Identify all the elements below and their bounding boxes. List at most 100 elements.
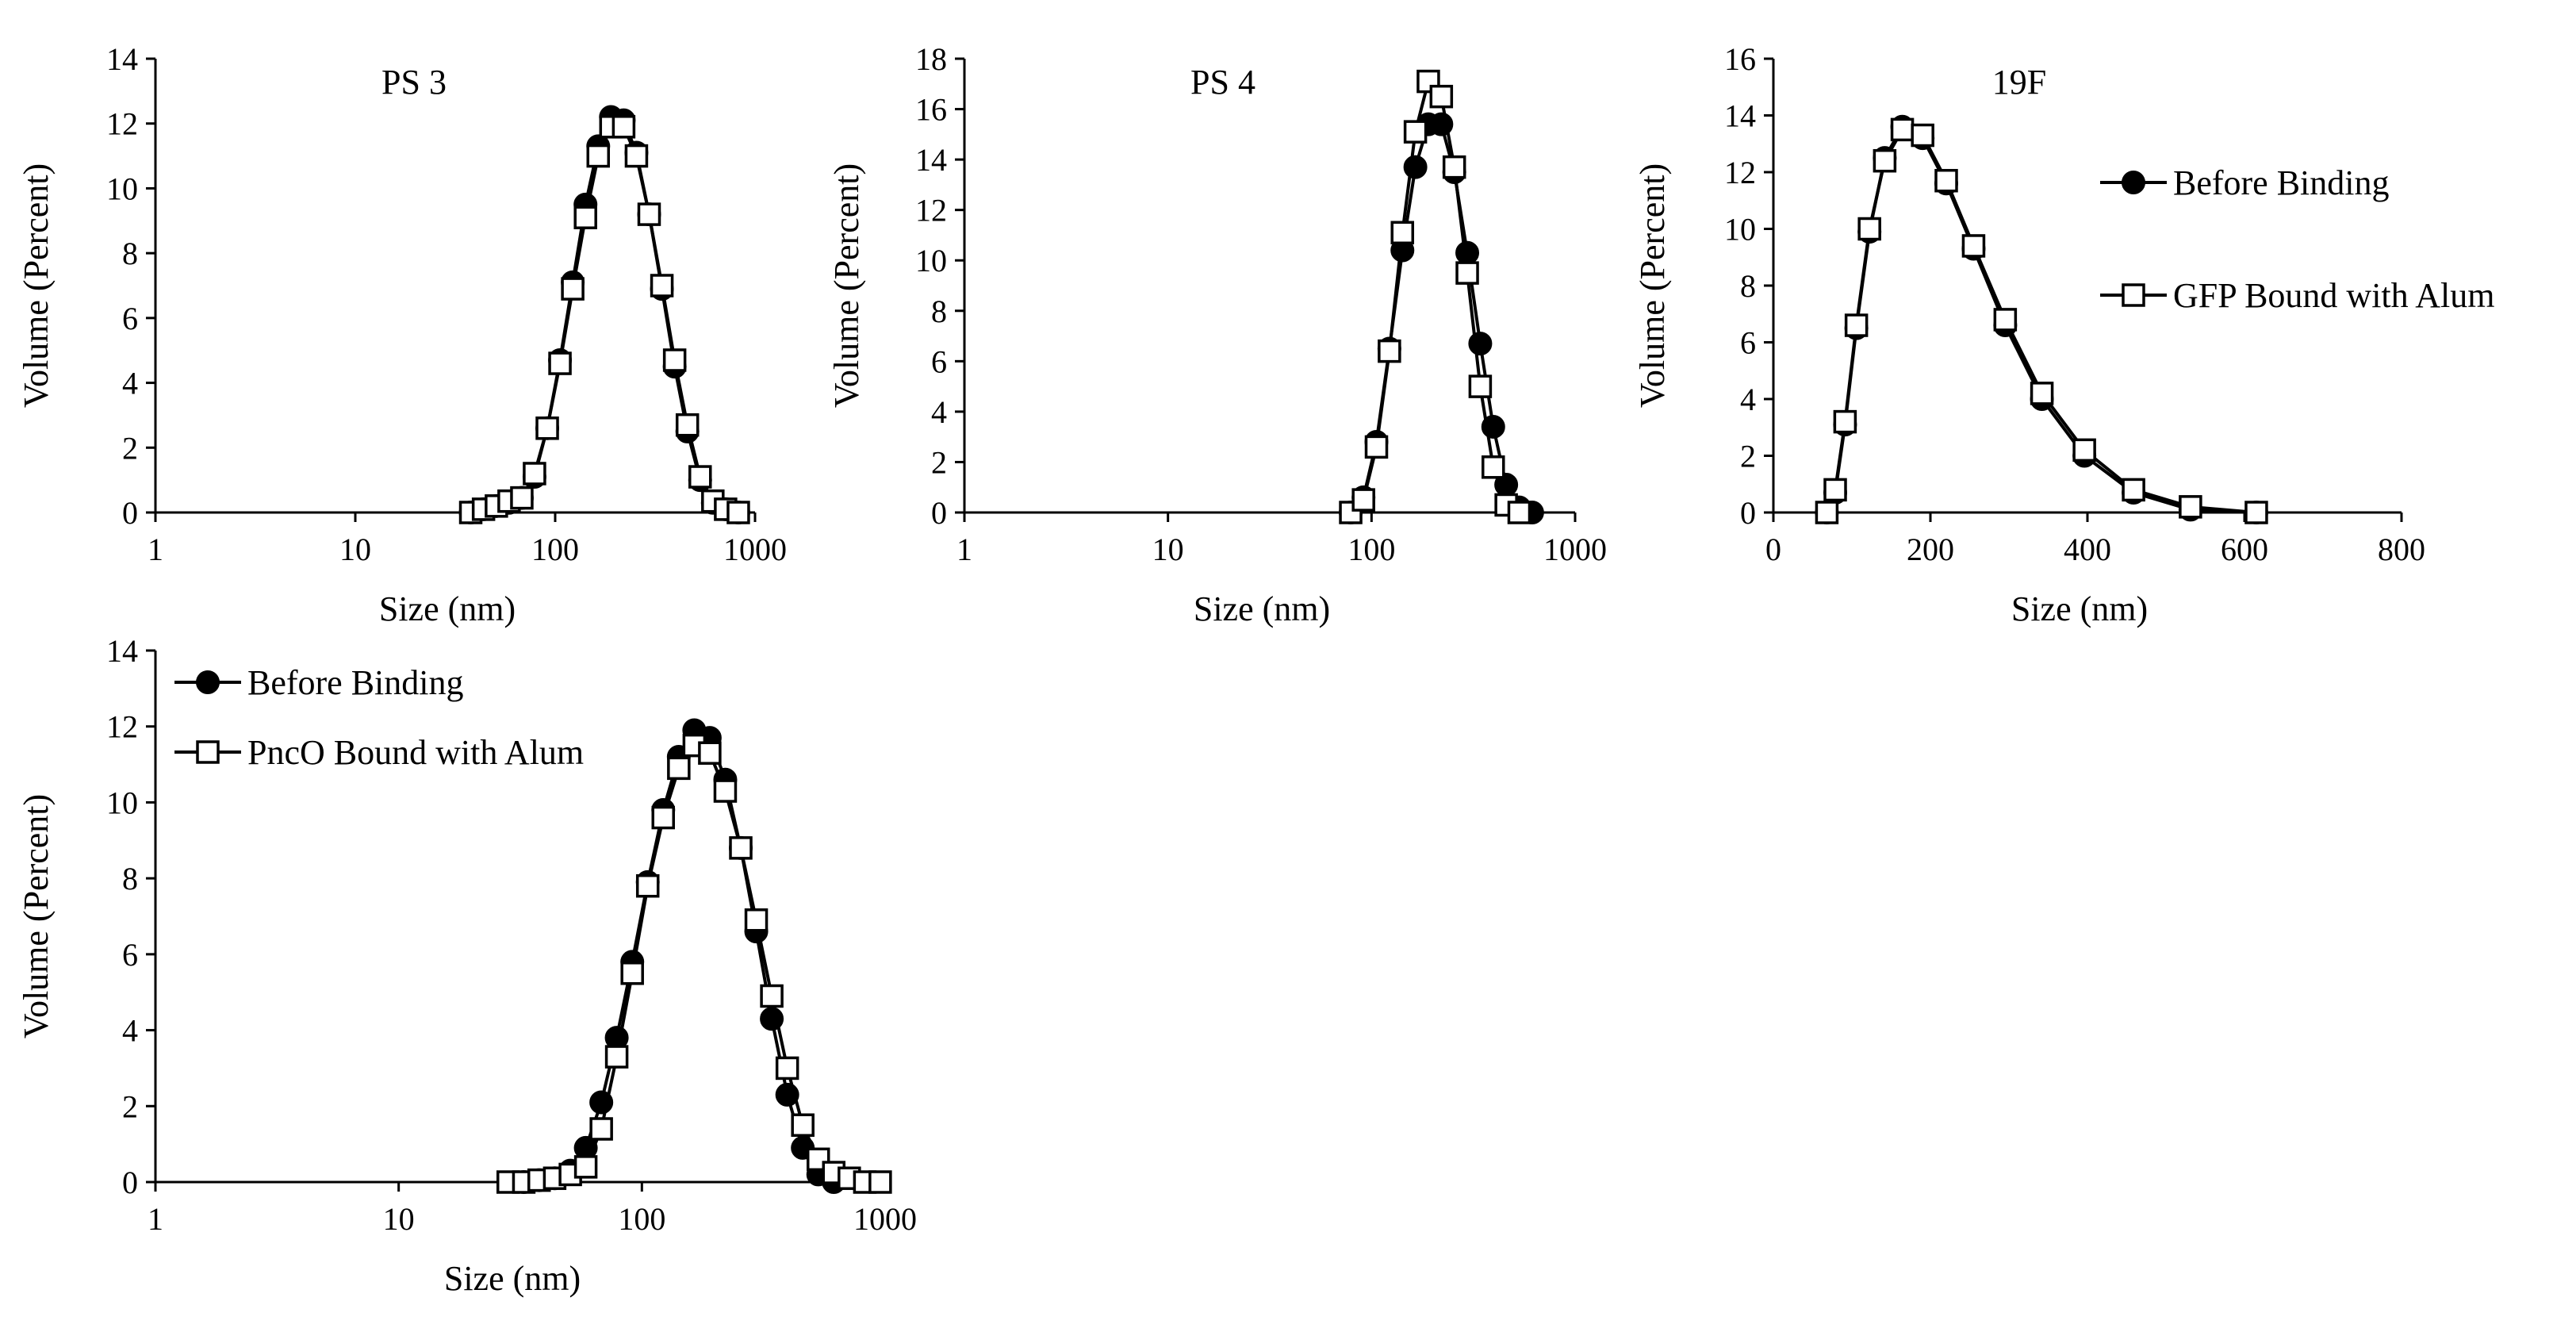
y-tick-label: 4 — [122, 1013, 138, 1049]
y-tick-label: 6 — [122, 301, 138, 336]
y-axis-label: Volume (Percent) — [827, 163, 866, 408]
legend-marker — [2122, 171, 2145, 194]
legend-marker — [2122, 283, 2145, 307]
y-tick-label: 14 — [1724, 98, 1756, 134]
y-tick-label: 0 — [122, 495, 138, 531]
legend-label: Before Binding — [2173, 163, 2390, 202]
data-point — [1429, 84, 1454, 109]
y-axis-label: Volume (Percent) — [1633, 163, 1672, 408]
y-tick-label: 14 — [106, 41, 138, 77]
legend-marker — [196, 740, 220, 764]
data-point — [573, 205, 597, 229]
x-tick-label: 200 — [1907, 532, 1954, 567]
series-line — [523, 728, 835, 1184]
legend-label: GFP Bound with Alum — [2173, 276, 2494, 315]
data-point — [1390, 221, 1415, 245]
data-point — [1364, 435, 1389, 459]
series-line — [1825, 128, 2257, 514]
y-tick-label: 4 — [1740, 382, 1756, 417]
data-point — [624, 144, 649, 168]
y-tick-label: 2 — [122, 430, 138, 466]
data-point — [760, 984, 784, 1008]
data-point — [637, 202, 661, 226]
data-point — [713, 779, 738, 803]
x-tick-label: 10 — [1152, 532, 1184, 567]
y-tick-label: 2 — [122, 1088, 138, 1124]
y-tick-label: 8 — [122, 861, 138, 896]
data-point — [510, 486, 534, 510]
panel-title: PS 4 — [1190, 63, 1255, 102]
data-point — [561, 277, 585, 301]
y-tick-label: 6 — [1740, 325, 1756, 361]
x-tick-label: 100 — [531, 532, 579, 567]
data-point — [586, 144, 611, 168]
y-tick-label: 14 — [915, 142, 947, 178]
x-axis-label: Size (nm) — [2011, 589, 2148, 628]
data-point — [688, 465, 712, 489]
chart-ps4: 0 2 4 6 8 10 12 14 16 18 1 10 100 1000 Size (nm) Volume… — [827, 41, 1607, 628]
data-point — [1482, 455, 1505, 479]
panel-title: PS 3 — [381, 63, 447, 102]
data-point — [675, 413, 700, 437]
data-point — [635, 873, 660, 898]
x-tick-label: 100 — [618, 1201, 665, 1237]
data-point — [1403, 155, 1428, 179]
data-point — [1468, 374, 1493, 398]
legend-marker — [196, 670, 220, 694]
data-point — [775, 1056, 799, 1081]
data-point — [667, 756, 691, 781]
data-point — [1455, 261, 1479, 285]
data-point — [1403, 120, 1428, 144]
chart-f19: 0 2 4 6 8 10 12 14 16 0 200 400 600 800 Size (nm) Volum… — [1633, 41, 2494, 628]
y-tick-label: 12 — [1724, 155, 1756, 190]
x-tick-label: 10 — [383, 1201, 415, 1237]
panel-title: 19F — [1992, 63, 2046, 102]
data-point — [1442, 155, 1466, 179]
x-tick-label: 800 — [2378, 532, 2425, 567]
y-tick-label: 0 — [1740, 495, 1756, 531]
data-point — [729, 836, 753, 860]
x-tick-label: 1 — [148, 1201, 163, 1237]
data-point — [744, 908, 769, 932]
x-axis-label: Size (nm) — [444, 1259, 581, 1298]
data-point — [726, 501, 750, 524]
series-bound-with-alum — [1339, 69, 1531, 524]
data-point — [1815, 501, 1839, 524]
data-point — [620, 962, 644, 985]
x-axis-label: Size (nm) — [379, 589, 516, 628]
data-point — [573, 1155, 598, 1179]
data-point — [589, 1117, 613, 1141]
y-tick-label: 12 — [106, 106, 138, 142]
y-tick-label: 8 — [931, 294, 947, 329]
y-tick-label: 6 — [931, 344, 947, 379]
y-axis-label: Volume (Percent) — [17, 794, 56, 1038]
data-point — [1934, 168, 1958, 193]
series-bound-with-alum — [1815, 117, 2268, 524]
data-point — [1844, 313, 1869, 337]
data-point — [1833, 409, 1857, 434]
series-before-binding — [1339, 112, 1544, 524]
y-tick-label: 10 — [106, 785, 138, 820]
data-point — [1378, 339, 1401, 363]
x-tick-label: 1 — [956, 532, 972, 567]
data-point — [2122, 478, 2145, 502]
data-point — [1507, 501, 1531, 524]
y-tick-label: 8 — [1740, 268, 1756, 304]
y-tick-label: 2 — [1740, 439, 1756, 474]
data-point — [791, 1113, 815, 1137]
y-tick-label: 2 — [931, 444, 947, 480]
data-point — [535, 416, 559, 440]
y-axis-label: Volume (Percent) — [17, 163, 56, 408]
series-bound-with-alum — [458, 115, 750, 524]
data-point — [2030, 382, 2054, 405]
series-bound-with-alum — [496, 733, 892, 1194]
data-point — [2072, 438, 2096, 463]
data-point — [1890, 117, 1915, 142]
y-tick-label: 10 — [915, 243, 947, 278]
x-tick-label: 100 — [1347, 532, 1395, 567]
x-tick-label: 0 — [1765, 532, 1781, 567]
legend: Before Binding PncO Bound with Alum — [174, 663, 584, 772]
legend-label: PncO Bound with Alum — [247, 733, 584, 772]
data-point — [2179, 495, 2202, 519]
